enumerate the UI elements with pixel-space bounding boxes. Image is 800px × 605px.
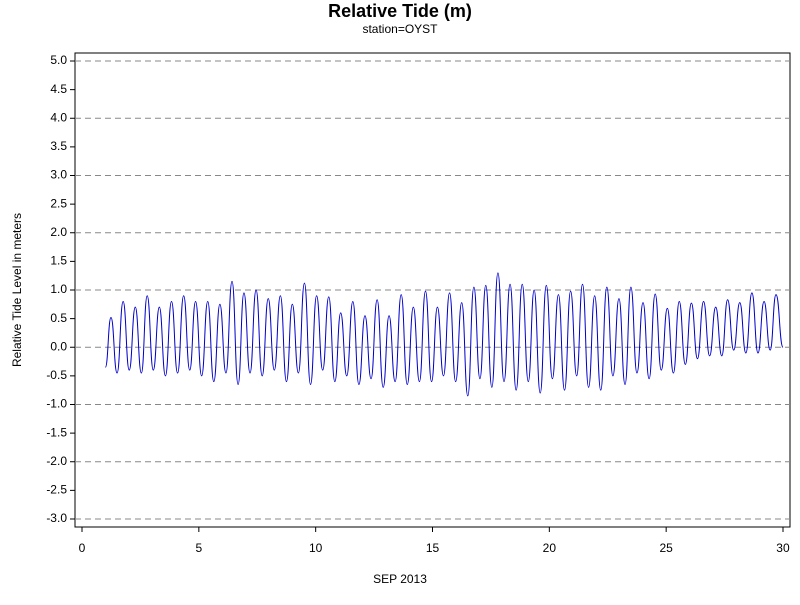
x-tick-label: 10 <box>309 541 323 555</box>
x-tick-label: 0 <box>79 541 86 555</box>
y-tick-label: -1.5 <box>46 425 67 439</box>
y-tick-label: -0.5 <box>46 368 67 382</box>
y-tick-label: 1.5 <box>50 254 67 268</box>
y-tick-label: 4.0 <box>50 110 67 124</box>
y-tick-label: -2.5 <box>46 483 67 497</box>
y-tick-label: -3.0 <box>46 511 67 525</box>
x-tick-label: 5 <box>195 541 202 555</box>
y-tick-label: 1.0 <box>50 282 67 296</box>
y-axis-label: Relative Tide Level in meters <box>10 213 24 367</box>
y-tick-label: 0.0 <box>50 339 67 353</box>
y-tick-label: 0.5 <box>50 311 67 325</box>
y-tick-label: 4.5 <box>50 82 67 96</box>
y-tick-label: 2.5 <box>50 196 67 210</box>
plot-frame <box>74 52 791 528</box>
y-tick-label: 2.0 <box>50 225 67 239</box>
y-tick-label: 5.0 <box>50 53 67 67</box>
y-tick-label: -2.0 <box>46 454 67 468</box>
x-axis-label: SEP 2013 <box>373 572 427 586</box>
x-tick-label: 25 <box>659 541 673 555</box>
tide-line <box>104 272 784 397</box>
x-tick-label: 20 <box>543 541 557 555</box>
y-tick-label: -1.0 <box>46 397 67 411</box>
x-tick-label: 15 <box>426 541 440 555</box>
y-tick-label: 3.0 <box>50 168 67 182</box>
chart-title: Relative Tide (m) <box>328 1 472 21</box>
x-tick-label: 30 <box>776 541 790 555</box>
chart-subtitle: station=OYST <box>362 22 438 36</box>
y-tick-label: 3.5 <box>50 139 67 153</box>
